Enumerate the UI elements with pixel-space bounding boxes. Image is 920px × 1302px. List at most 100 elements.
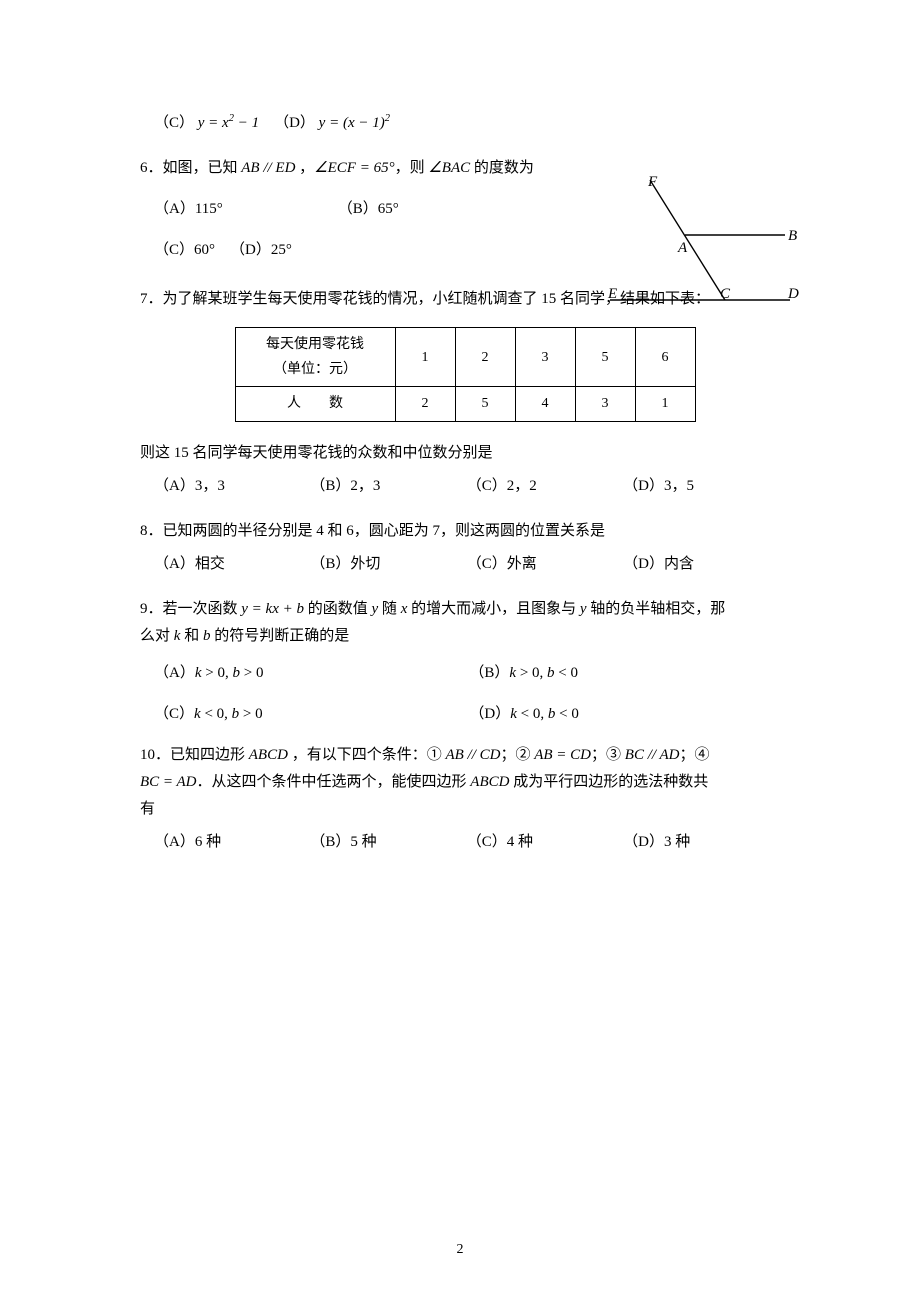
q9-opt-d: （D）k < 0, b < 0 bbox=[469, 701, 781, 728]
q8-opt-c: （C）外离 bbox=[467, 551, 620, 578]
table-header: 人 数 bbox=[235, 387, 395, 421]
table-row: 每天使用零花钱 （单位：元） 1 2 3 5 6 bbox=[235, 328, 695, 387]
table-cell: 5 bbox=[575, 328, 635, 387]
q9-stem: 9．若一次函数 y = kx + b 的函数值 y 随 x 的增大而减小，且图象… bbox=[140, 596, 790, 623]
q5-opt-d: （D） y = (x − 1)2 bbox=[274, 110, 390, 137]
q6-opt-c: （C）60° bbox=[154, 237, 215, 264]
text: ，有以下四个条件：① bbox=[288, 747, 446, 763]
table-header: 每天使用零花钱 （单位：元） bbox=[235, 328, 395, 387]
table-cell: 2 bbox=[455, 328, 515, 387]
text: ；④ bbox=[680, 747, 710, 763]
text: 成为平行四边形的选法种数共 bbox=[509, 774, 708, 790]
text: 轴的负半轴相交，那 bbox=[587, 601, 726, 617]
q9: 9．若一次函数 y = kx + b 的函数值 y 随 x 的增大而减小，且图象… bbox=[140, 596, 790, 728]
table-cell: 3 bbox=[515, 328, 575, 387]
math: BC // AD bbox=[625, 747, 680, 763]
q6-opt-a: （A）115° bbox=[154, 196, 334, 223]
text: 的度数为 bbox=[470, 160, 534, 176]
page: （C） y = x2 − 1 （D） y = (x − 1)2 6．如图，已知 … bbox=[0, 0, 920, 1302]
math: AB // ED bbox=[241, 160, 295, 176]
q6-figure: F A B E C D bbox=[600, 170, 800, 310]
table-cell: 5 bbox=[455, 387, 515, 421]
q8-opt-b: （B）外切 bbox=[310, 551, 463, 578]
math: BC = AD bbox=[140, 774, 197, 790]
text: ；② bbox=[500, 747, 534, 763]
q8-options: （A）相交 （B）外切 （C）外离 （D）内含 bbox=[140, 551, 790, 578]
table-cell: 2 bbox=[395, 387, 455, 421]
page-number: 2 bbox=[0, 1237, 920, 1262]
q5-options: （C） y = x2 − 1 （D） y = (x − 1)2 bbox=[140, 110, 790, 137]
q5-opt-c: （C） y = x2 − 1 bbox=[154, 110, 259, 137]
opt-math: y = x2 − 1 bbox=[198, 115, 259, 131]
q6-stem: 6．如图，已知 AB // ED ，∠ECF = 65°，则 ∠BAC 的度数为 bbox=[140, 155, 550, 182]
fig-label-A: A bbox=[677, 240, 688, 256]
q7-opt-a: （A）3，3 bbox=[154, 473, 307, 500]
table-row: 人 数 2 5 4 3 1 bbox=[235, 387, 695, 421]
q10-opt-d: （D）3 种 bbox=[623, 829, 776, 856]
q10-stem-line2: BC = AD．从这四个条件中任选两个，能使四边形 ABCD 成为平行四边形的选… bbox=[140, 769, 790, 796]
q10-opt-b: （B）5 种 bbox=[310, 829, 463, 856]
q8-stem: 8．已知两圆的半径分别是 4 和 6，圆心距为 7，则这两圆的位置关系是 bbox=[140, 518, 790, 545]
q10-opt-a: （A）6 种 bbox=[154, 829, 307, 856]
math: AB = CD bbox=[534, 747, 591, 763]
text: 随 bbox=[378, 601, 401, 617]
text: 和 bbox=[180, 628, 203, 644]
math: ∠ECF = 65° bbox=[314, 160, 394, 176]
q9-opt-a: （A）k > 0, b > 0 bbox=[154, 660, 466, 687]
q8-opt-a: （A）相交 bbox=[154, 551, 307, 578]
text: ，则 bbox=[395, 160, 429, 176]
fig-label-E: E bbox=[607, 286, 617, 302]
text: ， bbox=[295, 160, 314, 176]
q7-options: （A）3，3 （B）2，3 （C）2，2 （D）3，5 bbox=[140, 473, 790, 500]
text: 的函数值 bbox=[304, 601, 372, 617]
q7-table: 每天使用零花钱 （单位：元） 1 2 3 5 6 人 数 2 5 4 3 1 bbox=[235, 327, 696, 422]
text: ．从这四个条件中任选两个，能使四边形 bbox=[197, 774, 471, 790]
q10: 10．已知四边形 ABCD ，有以下四个条件：① AB // CD；② AB =… bbox=[140, 742, 790, 856]
fig-label-B: B bbox=[788, 228, 797, 244]
text: 9．若一次函数 bbox=[140, 601, 241, 617]
q9-options-row2: （C）k < 0, b > 0 （D）k < 0, b < 0 bbox=[140, 701, 790, 728]
q7-sub: 则这 15 名同学每天使用零花钱的众数和中位数分别是 bbox=[140, 440, 790, 467]
math: ∠BAC bbox=[428, 160, 470, 176]
text: 6．如图，已知 bbox=[140, 160, 241, 176]
q6-options-row2: （C）60° （D）25° bbox=[140, 237, 550, 264]
q6-options-row1: （A）115° （B）65° bbox=[140, 196, 550, 223]
table-cell: 1 bbox=[635, 387, 695, 421]
header-text: 每天使用零花钱 （单位：元） bbox=[266, 337, 364, 377]
table-cell: 3 bbox=[575, 387, 635, 421]
q10-opt-c: （C）4 种 bbox=[467, 829, 620, 856]
q7-opt-b: （B）2，3 bbox=[310, 473, 463, 500]
opt-label: （D） bbox=[274, 115, 315, 131]
fig-label-D: D bbox=[787, 286, 799, 302]
math: y bbox=[580, 601, 587, 617]
math: ABCD bbox=[249, 747, 288, 763]
q6-opt-d: （D）25° bbox=[230, 237, 292, 264]
text: 10．已知四边形 bbox=[140, 747, 249, 763]
q8-opt-d: （D）内含 bbox=[623, 551, 776, 578]
table-cell: 1 bbox=[395, 328, 455, 387]
math: ABCD bbox=[470, 774, 509, 790]
q7: 7．为了解某班学生每天使用零花钱的情况，小红随机调查了 15 名同学，结果如下表… bbox=[140, 286, 790, 500]
q10-stem-line3: 有 bbox=[140, 796, 790, 823]
geometry-svg: F A B E C D bbox=[600, 170, 800, 310]
q9-options-row1: （A）k > 0, b > 0 （B）k > 0, b < 0 bbox=[140, 660, 790, 687]
q7-opt-c: （C）2，2 bbox=[467, 473, 620, 500]
math: y = kx + b bbox=[241, 601, 304, 617]
text: 么对 bbox=[140, 628, 174, 644]
fig-label-F: F bbox=[647, 174, 658, 190]
text: ；③ bbox=[591, 747, 625, 763]
q9-opt-b: （B）k > 0, b < 0 bbox=[469, 660, 781, 687]
q10-stem-line1: 10．已知四边形 ABCD ，有以下四个条件：① AB // CD；② AB =… bbox=[140, 742, 790, 769]
q10-options: （A）6 种 （B）5 种 （C）4 种 （D）3 种 bbox=[140, 829, 790, 856]
text: 的增大而减小，且图象与 bbox=[407, 601, 580, 617]
q9-stem-line2: 么对 k 和 b 的符号判断正确的是 bbox=[140, 623, 790, 650]
opt-label: （C） bbox=[154, 115, 194, 131]
q7-opt-d: （D）3，5 bbox=[623, 473, 776, 500]
fig-label-C: C bbox=[720, 286, 731, 302]
table-cell: 6 bbox=[635, 328, 695, 387]
table-cell: 4 bbox=[515, 387, 575, 421]
q9-opt-c: （C）k < 0, b > 0 bbox=[154, 701, 466, 728]
q6-opt-b: （B）65° bbox=[338, 196, 399, 223]
math: AB // CD bbox=[445, 747, 500, 763]
q8: 8．已知两圆的半径分别是 4 和 6，圆心距为 7，则这两圆的位置关系是 （A）… bbox=[140, 518, 790, 578]
